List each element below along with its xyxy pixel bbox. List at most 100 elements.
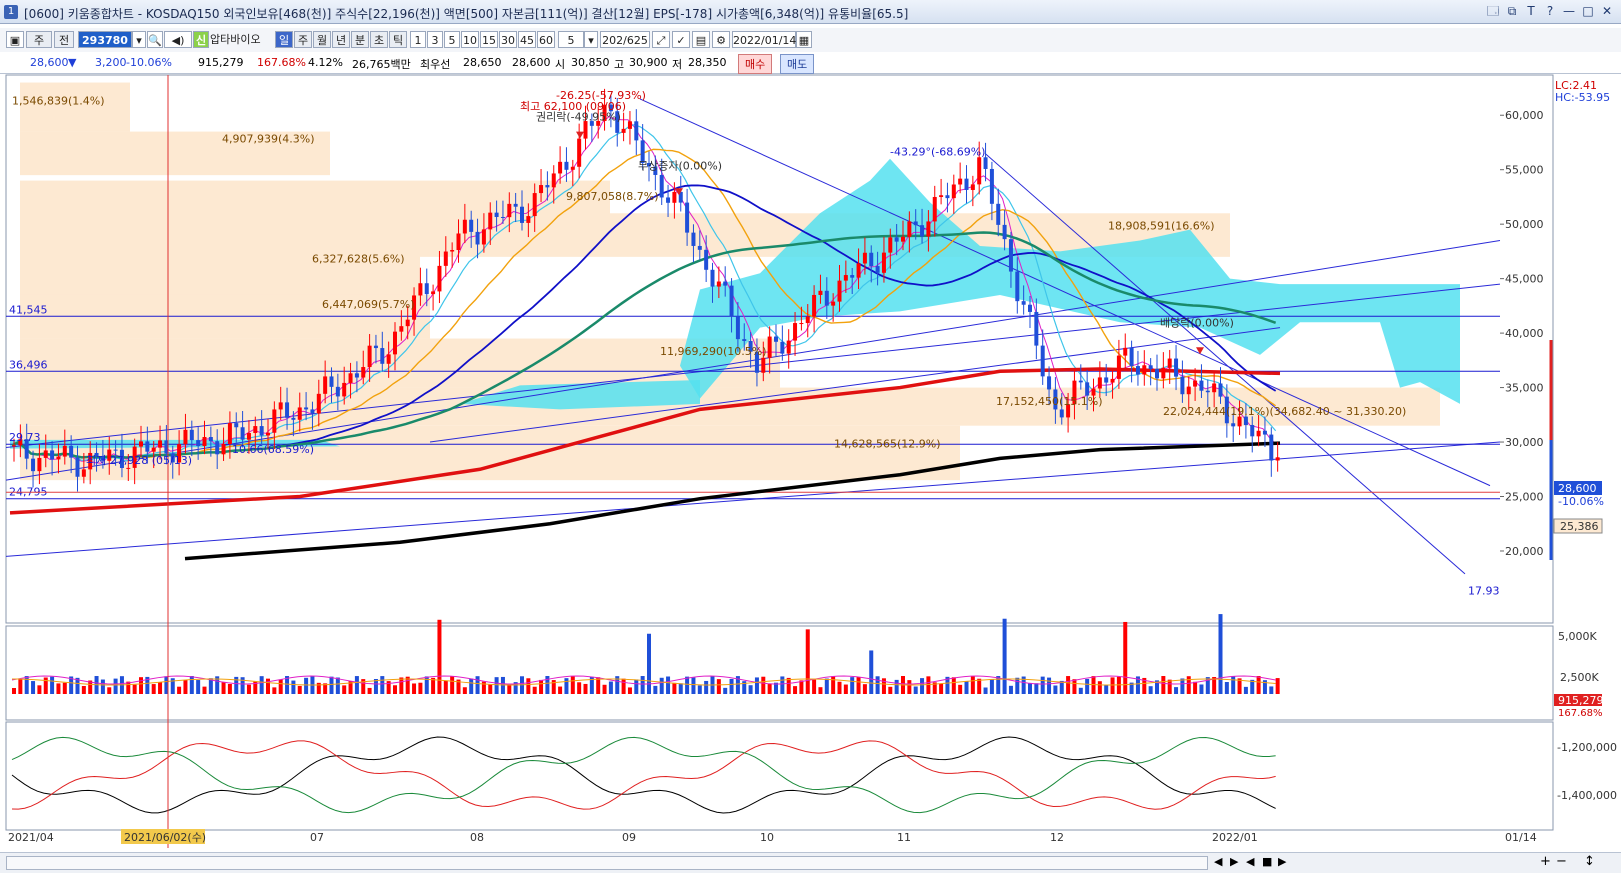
maximize-icon[interactable]: □ xyxy=(1582,4,1594,18)
candle-body xyxy=(266,432,270,436)
minute-option[interactable]: 45 xyxy=(518,31,536,48)
candle-body xyxy=(285,402,290,418)
volume-bar xyxy=(513,682,518,694)
speaker-icon[interactable]: ◀) xyxy=(164,31,192,48)
chevron-down-icon[interactable]: ▾ xyxy=(132,31,146,48)
copy-window-icon[interactable]: ⧉ xyxy=(1507,4,1517,18)
volume-bar xyxy=(1212,676,1217,694)
candle-body xyxy=(1243,416,1248,426)
period-select[interactable]: 주 xyxy=(26,31,52,48)
candle-body xyxy=(418,283,423,296)
volume-bar xyxy=(850,677,855,694)
volume-bar xyxy=(793,686,798,694)
scroll-left-icon[interactable]: ◀ xyxy=(1214,855,1223,868)
candle-body xyxy=(43,450,48,458)
candle-body xyxy=(437,265,442,292)
tab-tick[interactable]: 틱 xyxy=(389,31,407,48)
prev-button[interactable]: 전 xyxy=(54,31,74,48)
candle-body xyxy=(685,202,690,233)
candle-body xyxy=(831,301,836,306)
candle-body xyxy=(812,294,817,317)
minimize-icon[interactable]: — xyxy=(1563,4,1575,18)
minute-option[interactable]: 10 xyxy=(461,31,479,48)
candle-body xyxy=(469,219,474,232)
fit-icon[interactable]: ↕ xyxy=(1584,854,1595,869)
candle-body xyxy=(939,195,944,197)
best-ask: 28,600 xyxy=(512,56,551,69)
candle-body xyxy=(678,191,683,203)
minute-option[interactable]: 15 xyxy=(480,31,498,48)
candle-body xyxy=(513,203,518,207)
candle-body xyxy=(793,323,798,341)
volume-bar xyxy=(1034,683,1039,694)
volume-bar xyxy=(697,685,702,694)
zoom-icon[interactable]: ⤢ xyxy=(652,31,670,48)
tab-minute[interactable]: 분 xyxy=(351,31,369,48)
volume-bar xyxy=(18,679,23,694)
volume-bar xyxy=(113,678,118,694)
chart-type-icon[interactable]: ▣ xyxy=(6,31,24,48)
help-icon[interactable]: ? xyxy=(1546,4,1554,18)
buy-button[interactable]: 매수 xyxy=(738,54,773,74)
minute-option[interactable]: 1 xyxy=(410,31,426,48)
close-icon[interactable]: ✕ xyxy=(1601,4,1613,18)
candle-body xyxy=(856,263,861,278)
calendar-icon[interactable]: ▦ xyxy=(796,31,812,48)
volume-bar xyxy=(456,679,461,694)
minute-option[interactable]: 3 xyxy=(427,31,443,48)
candle-body xyxy=(1205,390,1210,393)
candle-body xyxy=(1161,367,1166,379)
stop-icon[interactable]: ■ xyxy=(1262,855,1273,868)
volume-bar xyxy=(227,684,232,694)
candle-body xyxy=(1110,378,1115,383)
tab-yearly[interactable]: 년 xyxy=(332,31,350,48)
play-icon[interactable]: ▶ xyxy=(1278,855,1287,868)
zoom-in-icon[interactable]: + xyxy=(1540,854,1551,869)
candle-body xyxy=(532,193,537,217)
volume-bar xyxy=(481,681,486,694)
search-icon[interactable]: 🔍 xyxy=(147,31,163,48)
tab-monthly[interactable]: 월 xyxy=(313,31,331,48)
candle-body xyxy=(323,376,328,394)
stock-code-input[interactable]: 293780 xyxy=(78,31,132,48)
candle-body xyxy=(920,225,925,237)
candle-body xyxy=(647,162,651,167)
candle-body xyxy=(754,351,759,373)
candle-body xyxy=(354,373,359,378)
layout-icon[interactable]: 🗔 xyxy=(1486,4,1500,18)
scroll-right-icon[interactable]: ▶ xyxy=(1230,855,1239,868)
compare-icon[interactable]: ✓ xyxy=(672,31,690,48)
minute-option[interactable]: 30 xyxy=(499,31,517,48)
tab-weekly[interactable]: 주 xyxy=(294,31,312,48)
chart-annotation: 10.66(68.59%) xyxy=(232,443,314,456)
tab-second[interactable]: 초 xyxy=(370,31,388,48)
save-icon[interactable]: ▤ xyxy=(692,31,710,48)
sell-button[interactable]: 매도 xyxy=(780,54,815,74)
volume-bar xyxy=(996,676,1001,694)
candle-body xyxy=(62,445,67,457)
volume-bar xyxy=(754,677,759,694)
minute-option[interactable]: 60 xyxy=(537,31,555,48)
marker-price-label: 25,386 xyxy=(1560,520,1599,533)
minute-option[interactable]: 5 xyxy=(444,31,460,48)
price-change: 3,200 xyxy=(95,56,127,69)
candle-body xyxy=(799,323,804,325)
volume-bar xyxy=(1250,679,1255,694)
window-icon[interactable]: 1 xyxy=(4,5,18,19)
volume-bar xyxy=(742,681,747,694)
date-input[interactable]: 2022/01/14 xyxy=(732,31,796,48)
minute-count-input[interactable]: 5 xyxy=(558,31,584,48)
volume-bar xyxy=(939,683,944,694)
text-icon[interactable]: T xyxy=(1527,4,1535,18)
volume-bar xyxy=(329,676,334,694)
chevron-down-icon[interactable]: ▾ xyxy=(584,31,598,48)
candle-body xyxy=(1015,271,1020,302)
tab-daily[interactable]: 일 xyxy=(275,31,293,48)
scroll-track[interactable] xyxy=(6,856,1208,870)
rewind-icon[interactable]: ◀ xyxy=(1246,855,1255,868)
settings-icon[interactable]: ⚙ xyxy=(712,31,730,48)
zoom-out-icon[interactable]: − xyxy=(1556,854,1567,869)
volume-bar xyxy=(1269,686,1274,694)
volume-bar xyxy=(678,683,683,694)
